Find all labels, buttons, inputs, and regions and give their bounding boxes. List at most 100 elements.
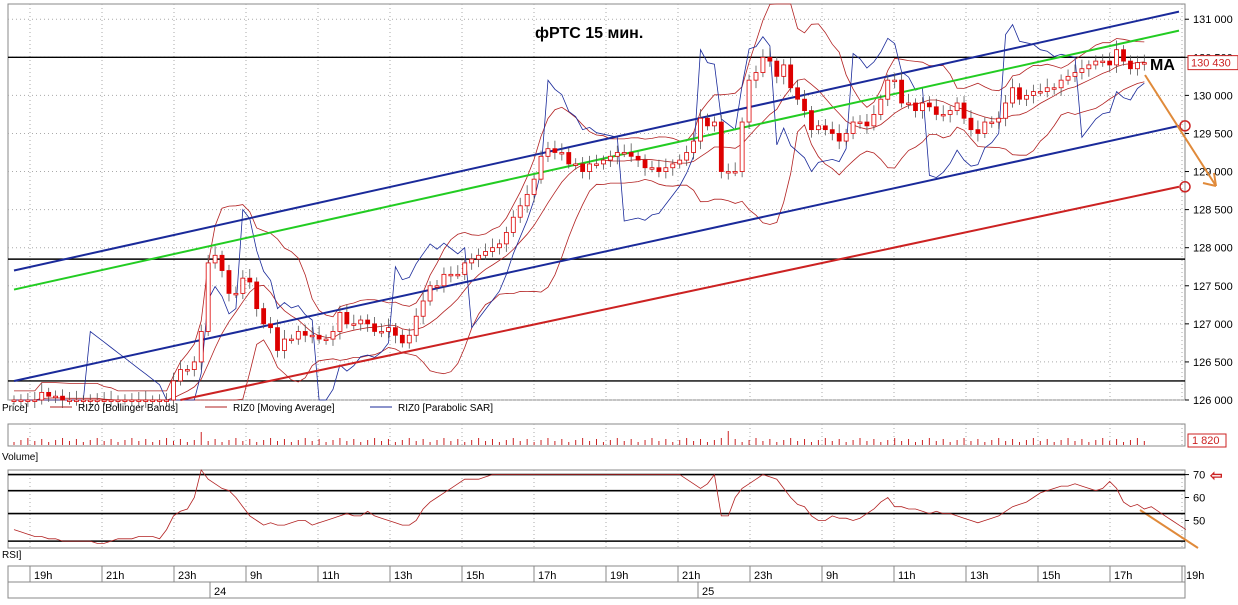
trend-line — [13, 124, 1180, 382]
candle-body — [656, 167, 662, 172]
candle-body — [240, 277, 246, 294]
trend-line — [13, 10, 1180, 272]
candle-body — [184, 369, 190, 372]
candle-body — [864, 121, 870, 127]
candle-body — [247, 277, 253, 283]
candle-body — [531, 178, 537, 195]
candle-body — [1037, 91, 1043, 94]
candle-body — [913, 102, 918, 112]
candle-body — [399, 334, 405, 344]
rsi-panel-frame — [7, 469, 1186, 549]
x-tick-label: 17h — [538, 570, 556, 582]
candle-body — [476, 254, 482, 260]
candle-body — [940, 114, 946, 117]
candle-body — [157, 399, 163, 402]
candle-body — [691, 140, 696, 153]
legend-label: RIZ0 [Parabolic SAR] — [398, 403, 493, 414]
candle-body — [497, 243, 502, 249]
candle-body — [323, 338, 329, 341]
ma-marker: MA — [1150, 57, 1175, 74]
candle-body — [413, 315, 419, 336]
candle-body — [961, 102, 967, 119]
y-tick-label: 126 500 — [1193, 357, 1233, 369]
candle-body — [524, 193, 530, 207]
candle-body — [926, 102, 932, 108]
x-tick-label: 19h — [34, 570, 52, 582]
candle-body — [11, 399, 17, 402]
candle-body — [580, 163, 586, 172]
candle-body — [975, 129, 981, 134]
volume-last-box — [1187, 433, 1227, 448]
candle-body — [711, 121, 717, 127]
candle-body — [150, 399, 156, 402]
candle-body — [178, 369, 183, 382]
y-tick-label: 127 000 — [1193, 319, 1233, 331]
candle-body — [205, 262, 211, 332]
rsi-annotation-arrow: ⇦ — [1209, 468, 1223, 485]
x-tick-label: 15h — [466, 570, 484, 582]
candle-body — [18, 399, 24, 402]
candle-body — [288, 338, 294, 341]
candle-body — [968, 117, 974, 131]
candle-body — [816, 125, 821, 131]
candle-body — [739, 121, 745, 172]
candle-body — [996, 117, 1002, 123]
rsi-panel-label: RSI] — [2, 550, 22, 561]
candle-body — [1024, 94, 1029, 100]
candle-body — [46, 391, 52, 397]
chart-title: фРТС 15 мин. — [535, 25, 643, 42]
candle-body — [365, 319, 371, 325]
candle-body — [101, 399, 107, 402]
candle-body — [649, 167, 655, 170]
candle-body — [788, 64, 794, 89]
candle-body — [261, 308, 267, 325]
candle-body — [829, 129, 835, 134]
candle-body — [1086, 64, 1092, 70]
candle-body — [885, 79, 891, 100]
candle-body — [510, 216, 516, 233]
candle-body — [282, 338, 287, 351]
candle-body — [947, 110, 953, 115]
candle-body — [906, 102, 911, 105]
day-label: 24 — [214, 586, 226, 598]
trend-line — [180, 185, 1180, 401]
candle-body — [295, 331, 301, 340]
price-panel-frame — [7, 3, 1186, 401]
last-price-label: 130 430 — [1191, 58, 1231, 70]
candle-body — [212, 254, 218, 264]
candle-body — [455, 273, 461, 277]
candle-body — [80, 399, 86, 402]
volume-panel-label: Volume] — [2, 452, 38, 463]
forecast-arrow-rsi — [1139, 509, 1199, 549]
candle-body — [254, 281, 260, 310]
candle-body — [698, 117, 703, 142]
candle-body — [1010, 87, 1015, 104]
candle-body — [954, 102, 960, 112]
candle-body — [878, 98, 884, 115]
candle-body — [628, 152, 634, 157]
candle-body — [767, 56, 773, 62]
candle-body — [379, 331, 384, 334]
candle-body — [857, 121, 863, 124]
candle-body — [420, 300, 426, 317]
candle-body — [601, 159, 606, 165]
candle-body — [503, 232, 509, 245]
candle-body — [275, 327, 280, 351]
x-tick-label: 17h — [1114, 570, 1132, 582]
candle-body — [614, 152, 620, 157]
x-tick-label: 9h — [826, 570, 838, 582]
y-tick-label: 128 000 — [1193, 243, 1233, 255]
candle-body — [892, 79, 898, 83]
candle-body — [25, 399, 31, 402]
price-panel-label: Price] — [2, 403, 28, 414]
candle-body — [434, 285, 440, 288]
candle-body — [635, 155, 641, 161]
candle-body — [843, 133, 849, 142]
candle-body — [573, 163, 579, 166]
candle-body — [836, 133, 842, 142]
candle-body — [753, 72, 759, 81]
legend-label: RIZ0 [Bollinger Bands] — [78, 403, 178, 414]
candle-body — [198, 331, 204, 363]
